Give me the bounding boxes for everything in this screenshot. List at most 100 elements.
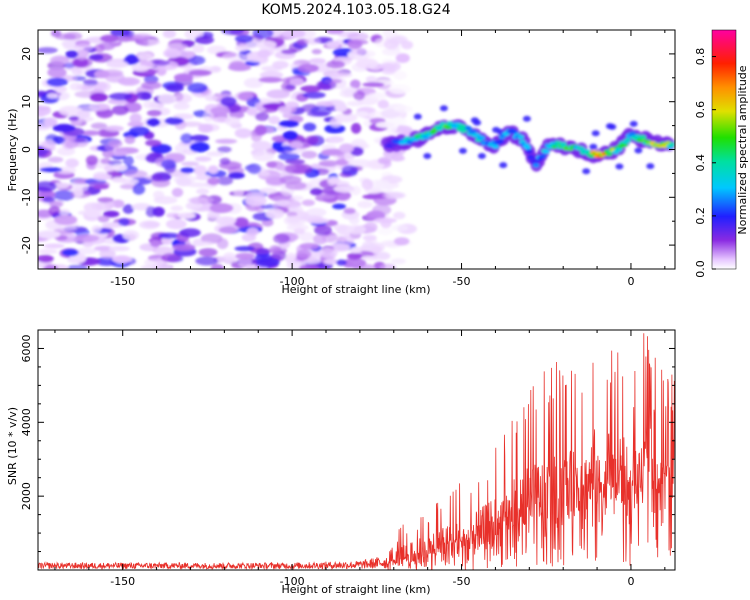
spectrogram-noise-cell [265,208,285,219]
spectrogram-noise-cell [104,164,115,173]
spectrogram-noise-cell [198,123,214,133]
spectrogram-noise-cell [104,143,119,152]
spectrogram-y-ticks: -20 -10 0 10 20 [20,29,675,270]
spectrogram-noise-cell [127,121,144,127]
spectrogram-noise-cell [55,33,76,40]
spectrogram-noise-cell [210,263,225,269]
spectrogram-noise-cell [119,183,137,190]
y-tick-label: 6000 [20,334,33,362]
spectrogram-noise-cell [228,63,252,72]
spectrogram-x-ticks: -150 -100 -50 0 [54,30,666,288]
signal-side-lobe [458,147,467,154]
spectrogram-noise-cell [88,103,111,111]
spectrogram-noise-cell [300,85,321,93]
signal-side-lobe [522,115,531,122]
spectrogram-noise-cell [286,224,309,232]
spectrogram-noise-cell [388,84,411,95]
spectrogram-noise-cell [173,73,194,82]
signal-side-lobe [473,119,482,126]
signal-core [639,135,647,140]
x-tick-label: -150 [110,575,135,588]
spectrogram-noise-cell [336,259,347,266]
spectrogram-noise-cell [94,70,110,79]
spectrogram-noise-cell [334,113,358,123]
spectrogram-noise-cell [94,44,105,53]
spectrogram-noise-cell [49,201,64,208]
spectrogram-noise-cell [393,211,406,220]
spectrogram-noise-cell [332,203,347,210]
spectrogram-noise-cell [152,246,174,255]
spectrogram-noise-cell [90,122,108,130]
spectrogram-noise-cell [170,205,184,212]
spectrogram-noise-cell [158,232,181,239]
spectrogram-noise-cell [385,191,407,200]
signal-side-lobe [646,163,655,170]
spectrogram-noise-cell [266,89,291,99]
spectrogram-noise-cell [66,264,88,269]
spectrogram-noise-cell [234,91,254,101]
spectrogram-noise-cell [276,199,290,206]
spectrogram-noise-cell [321,144,337,150]
spectrogram-noise-cell [246,107,258,116]
spectrogram-noise-cell [174,143,189,154]
spectrogram-noise-cell [38,249,58,254]
spectrogram-noise-cell [71,57,93,68]
spectrogram-noise-cell [342,257,367,268]
spectrogram-noise-cell [377,99,389,109]
spectrogram-noise-cell [219,157,231,165]
spectrogram-noise-cell [306,207,327,217]
spectrogram-noise-cell [111,150,129,156]
spectrogram-noise-cell [189,142,210,153]
spectrogram-noise-cell [216,176,234,186]
signal-core [668,142,675,147]
colorbar-ticks: 0.0 0.2 0.4 0.6 0.8 [694,48,716,278]
y-tick-label: 4000 [20,408,33,436]
y-tick-label: 20 [20,47,33,61]
spectrogram-noise-cell [311,48,322,55]
snr-x-ticks: -150 -100 -50 0 [54,330,666,588]
spectrogram-noise-cell [376,251,391,261]
snr-series-line [38,333,675,570]
spectrogram-noise-cell [75,234,100,243]
spectrogram-noise-cell [119,178,139,185]
spectrogram-noise-cell [377,227,393,235]
spectrogram-noise-cell [157,93,177,105]
spectrogram-noise-cell [143,100,159,109]
spectrogram-noise-cell [41,140,56,150]
spectrogram-noise-cell [224,116,241,127]
spectrogram-noise-cell [306,111,330,117]
spectrogram-noise-cell [46,93,58,99]
spectrogram-noise-cell [391,224,409,232]
spectrogram-noise-cell [165,219,187,230]
spectrogram-noise-cell [362,82,385,88]
spectrogram-noise-cell [206,151,224,157]
spectrogram-noise-cell [319,247,338,259]
spectrogram-noise-cell [52,123,76,133]
x-tick-label: 0 [627,575,634,588]
spectrogram-noise-cell [194,156,212,162]
spectrogram-noise-cell [177,212,196,219]
spectrogram-noise-cell [257,49,271,58]
spectrogram-noise-cell [304,37,321,45]
spectrogram-noise-cell [250,248,272,255]
spectrogram-noise-cell [192,44,205,53]
spectrogram-noise-cell [68,115,80,121]
spectrogram-noise-cell [281,49,298,55]
spectrogram-noise-cell [334,103,348,112]
spectrogram-noise-cell [245,195,267,207]
spectrogram-noise-cell [220,96,237,107]
spectrogram-noise-cell [138,52,153,60]
spectrogram-noise-cell [207,211,221,219]
signal-side-lobe [615,163,624,170]
spectrogram-noise-cell [132,33,152,40]
colorbar-tick-label: 0.2 [694,207,707,225]
signal-side-lobe [582,168,591,175]
spectrogram-noise-cell [306,217,329,224]
y-tick-label: -10 [20,188,33,206]
spectrogram-noise-cell [57,147,76,156]
spectrogram-noise-cell [53,189,75,201]
spectrogram-noise-cell [91,225,102,233]
spectrogram-noise-cell [146,118,161,127]
spectrogram-noise-cell [65,50,79,59]
colorbar-tick-label: 0.8 [694,48,707,66]
